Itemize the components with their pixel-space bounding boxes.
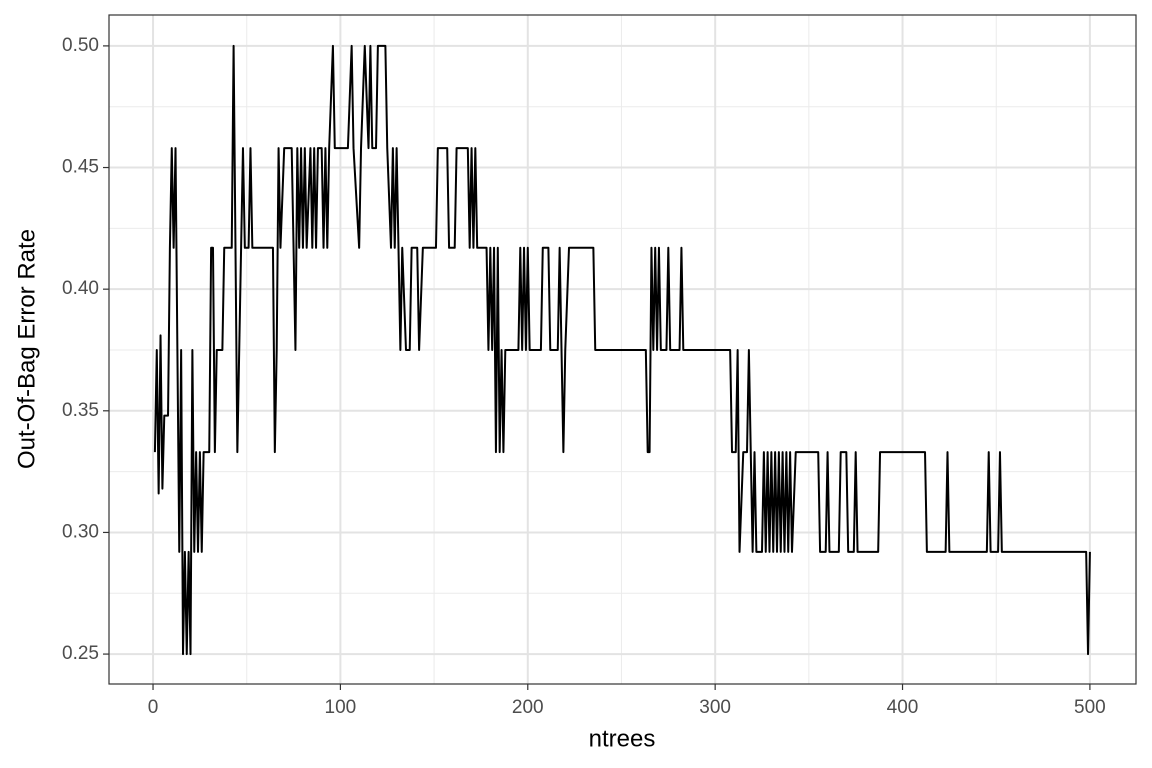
- x-tick-label: 100: [325, 697, 357, 718]
- y-axis-title: Out-Of-Bag Error Rate: [13, 229, 40, 469]
- y-tick-label: 0.30: [62, 521, 99, 542]
- x-tick-label: 300: [699, 697, 731, 718]
- x-axis-title: ntrees: [589, 725, 656, 752]
- y-tick-label: 0.40: [62, 278, 99, 299]
- line: [153, 44, 1091, 656]
- y-tick-label: 0.45: [62, 157, 99, 178]
- y-tick-label: 0.25: [62, 643, 99, 664]
- y-tick-label: 0.35: [62, 400, 99, 421]
- y-tick-label: 0.50: [62, 35, 99, 56]
- panel-border: [108, 14, 1137, 685]
- x-tick-label: 400: [887, 697, 919, 718]
- x-tick-label: 200: [512, 697, 544, 718]
- x-tick-label: 0: [148, 697, 159, 718]
- x-tick-label: 500: [1074, 697, 1106, 718]
